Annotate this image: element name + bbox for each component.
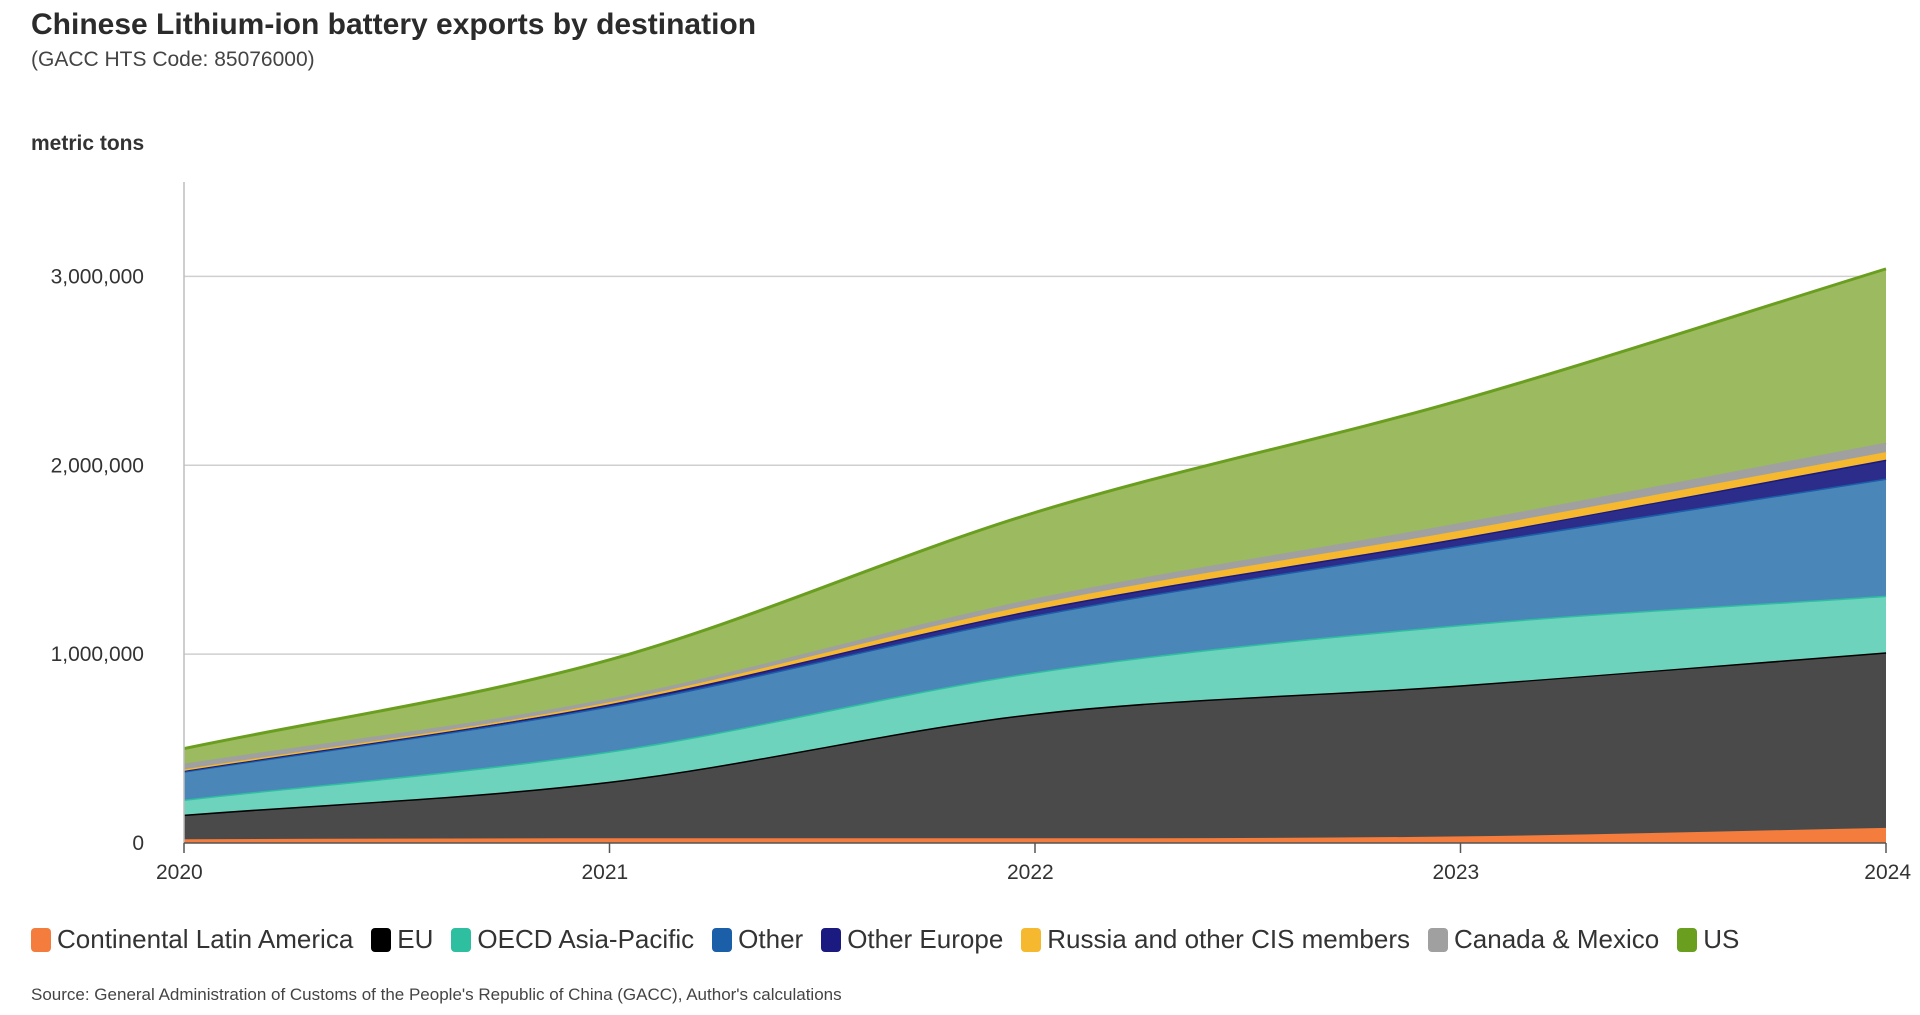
y-tick-labels: 0 1,000,000 2,000,000 3,000,000 (51, 265, 144, 855)
legend-swatch (1677, 927, 1698, 952)
x-tick-label: 2020 (156, 861, 203, 884)
legend-swatch (1428, 927, 1448, 952)
chart-legend: Continental Latin America EU OECD Asia-Pac… (31, 924, 1739, 955)
legend-item-oecd-asia-pacific: OECD Asia-Pacific (451, 924, 694, 955)
legend-swatch (712, 927, 733, 952)
legend-label: Canada & Mexico (1454, 924, 1660, 954)
legend-item-us: US (1677, 924, 1739, 955)
legend-item-continental-latin-america: Continental Latin America (31, 924, 353, 955)
legend-label: Other (738, 924, 804, 954)
chart-title: Chinese Lithium-ion battery exports by d… (31, 8, 757, 41)
y-tick-label: 2,000,000 (51, 454, 144, 477)
legend-swatch (821, 927, 842, 952)
legend-item-eu: EU (371, 924, 433, 955)
line-us (183, 267, 1887, 751)
y-tick-label: 0 (132, 832, 144, 855)
legend-item-canada-mexico: Canada & Mexico (1428, 924, 1659, 955)
area-eu (184, 652, 1886, 840)
legend-swatch (31, 927, 51, 952)
y-axis-units: metric tons (31, 132, 145, 155)
area-other (184, 478, 1886, 800)
legend-swatch (1021, 927, 1042, 952)
x-tick-labels: 2020 2021 2022 2023 2024 (156, 843, 1911, 884)
legend-label: US (1703, 924, 1740, 954)
x-tick-label: 2023 (1433, 861, 1480, 884)
x-tick-label: 2021 (582, 861, 629, 884)
legend-item-other-europe: Other Europe (821, 924, 1003, 955)
legend-item-other: Other (712, 924, 803, 955)
legend-label: Other Europe (847, 924, 1004, 954)
area-other-europe (184, 459, 1886, 772)
x-tick-label: 2022 (1007, 861, 1054, 884)
legend-label: Continental Latin America (57, 924, 354, 954)
area-us (184, 268, 1886, 764)
legend-swatch (371, 927, 392, 952)
x-tick-label: 2024 (1864, 861, 1911, 884)
series-areas (183, 267, 1887, 843)
y-tick-label: 3,000,000 (51, 265, 144, 288)
legend-swatch (451, 927, 472, 952)
legend-label: Russia and other CIS members (1047, 924, 1410, 954)
source-note: Source: General Administration of Custom… (31, 985, 842, 1004)
legend-item-russia-and-other-cis-members: Russia and other CIS members (1021, 924, 1410, 955)
area-oecd-asia-pacific (184, 595, 1886, 815)
legend-label: OECD Asia-Pacific (477, 924, 695, 954)
y-tick-label: 1,000,000 (51, 643, 144, 666)
legend-label: EU (397, 924, 434, 954)
chart-subtitle: (GACC HTS Code: 85076000) (31, 48, 315, 71)
